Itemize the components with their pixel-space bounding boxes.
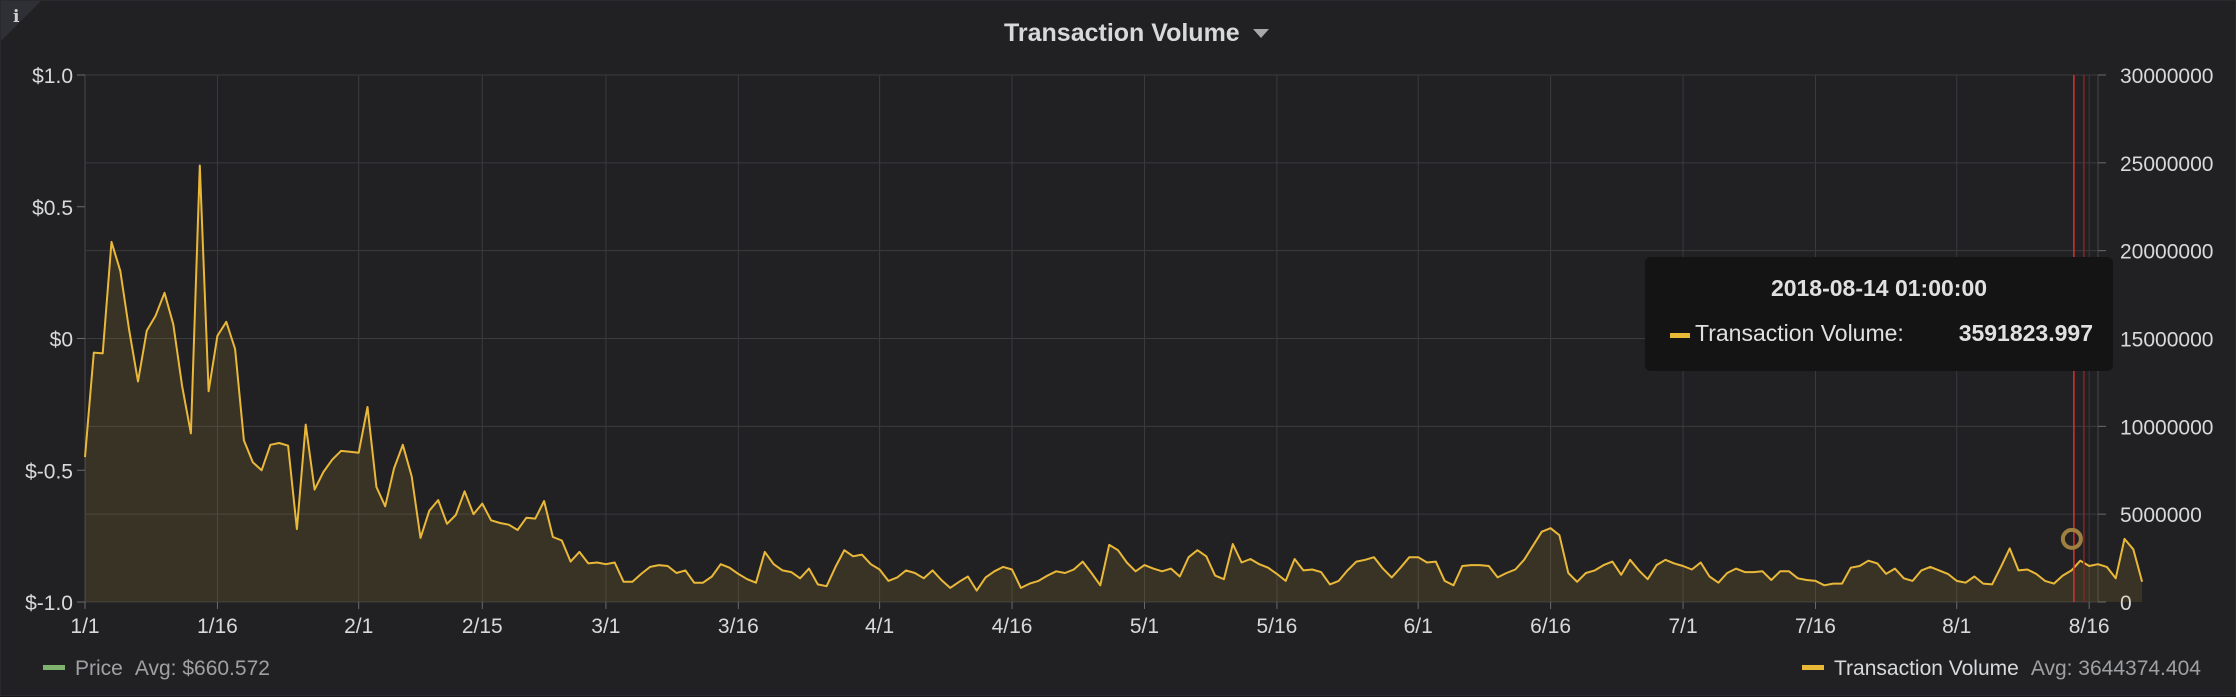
right-axis-tick-label: 15000000 <box>2120 329 2213 352</box>
right-axis-tick-label: 0 <box>2120 592 2132 615</box>
hover-tooltip: 2018-08-14 01:00:00 Transaction Volume: … <box>1645 257 2113 371</box>
tooltip-series-value: 3591823.997 <box>1958 320 2093 346</box>
legend-label-transaction-volume[interactable]: Transaction Volume <box>1834 657 2019 680</box>
tooltip-series-label: Transaction Volume: <box>1695 320 1904 346</box>
tooltip-time: 2018-08-14 01:00:00 <box>1770 275 1988 301</box>
left-axis-tick-label: $0 <box>50 329 73 352</box>
series-line-transaction-volume <box>84 164 2144 592</box>
legend-swatch-transaction-volume <box>1802 664 1824 670</box>
legend-item-price[interactable]: Price Avg: $660.572 <box>43 657 270 681</box>
legend-avg-transaction-volume: Avg: 3644374.404 <box>2030 657 2201 680</box>
x-axis-tick-label: 6/16 <box>1530 615 1571 638</box>
axes: 30000000 25000000 20000000 15000000 10000000… <box>25 65 2213 638</box>
left-axis-tick-label: $1.0 <box>32 65 73 88</box>
legend-item-transaction-volume[interactable]: Transaction Volume Avg: 3644374.404 <box>1802 657 2201 681</box>
right-axis-tick-label: 25000000 <box>2120 153 2213 176</box>
right-axis-tick-label: 10000000 <box>2120 416 2213 439</box>
panel-title[interactable]: Transaction Volume <box>1004 19 1240 47</box>
x-axis-tick-label: 8/1 <box>1942 615 1971 638</box>
x-axis-tick-label: 2/1 <box>344 615 373 638</box>
left-axis-tick-label: $-0.5 <box>25 460 73 483</box>
x-axis-tick-label: 5/16 <box>1256 615 1297 638</box>
x-axis-tick-label: 2/15 <box>462 615 503 638</box>
right-axis-tick-label: 5000000 <box>2120 504 2202 527</box>
info-corner[interactable] <box>1 1 41 41</box>
legend-label-price[interactable]: Price <box>75 657 123 680</box>
x-axis-tick-label: 7/1 <box>1668 615 1697 638</box>
legend-swatch-price <box>43 664 65 670</box>
x-axis-tick-label: 1/1 <box>70 615 99 638</box>
x-axis-tick-label: 3/16 <box>718 615 759 638</box>
x-axis-tick-label: 1/16 <box>197 615 238 638</box>
hover-point-marker <box>2060 527 2083 550</box>
x-axis-tick-label: 4/1 <box>865 615 894 638</box>
grid <box>84 74 2099 603</box>
x-axis-tick-label: 4/16 <box>992 615 1033 638</box>
x-axis-tick-label: 7/16 <box>1795 615 1836 638</box>
x-axis-tick-label: 8/16 <box>2069 615 2110 638</box>
x-axis-tick-label: 3/1 <box>591 615 620 638</box>
left-axis-tick-label: $-1.0 <box>25 592 73 615</box>
chevron-down-icon[interactable] <box>1253 29 1269 38</box>
x-axis-tick-label: 5/1 <box>1130 615 1159 638</box>
right-axis-tick-label: 30000000 <box>2120 65 2213 88</box>
legend-avg-price: Avg: $660.572 <box>134 657 270 680</box>
left-axis-tick-label: $0.5 <box>32 197 73 220</box>
info-icon[interactable]: i <box>13 7 20 27</box>
series-area-transaction-volume <box>85 165 2143 602</box>
x-axis-tick-label: 6/1 <box>1404 615 1433 638</box>
right-axis-tick-label: 20000000 <box>2120 241 2213 264</box>
tooltip-series-swatch <box>1670 333 1690 338</box>
